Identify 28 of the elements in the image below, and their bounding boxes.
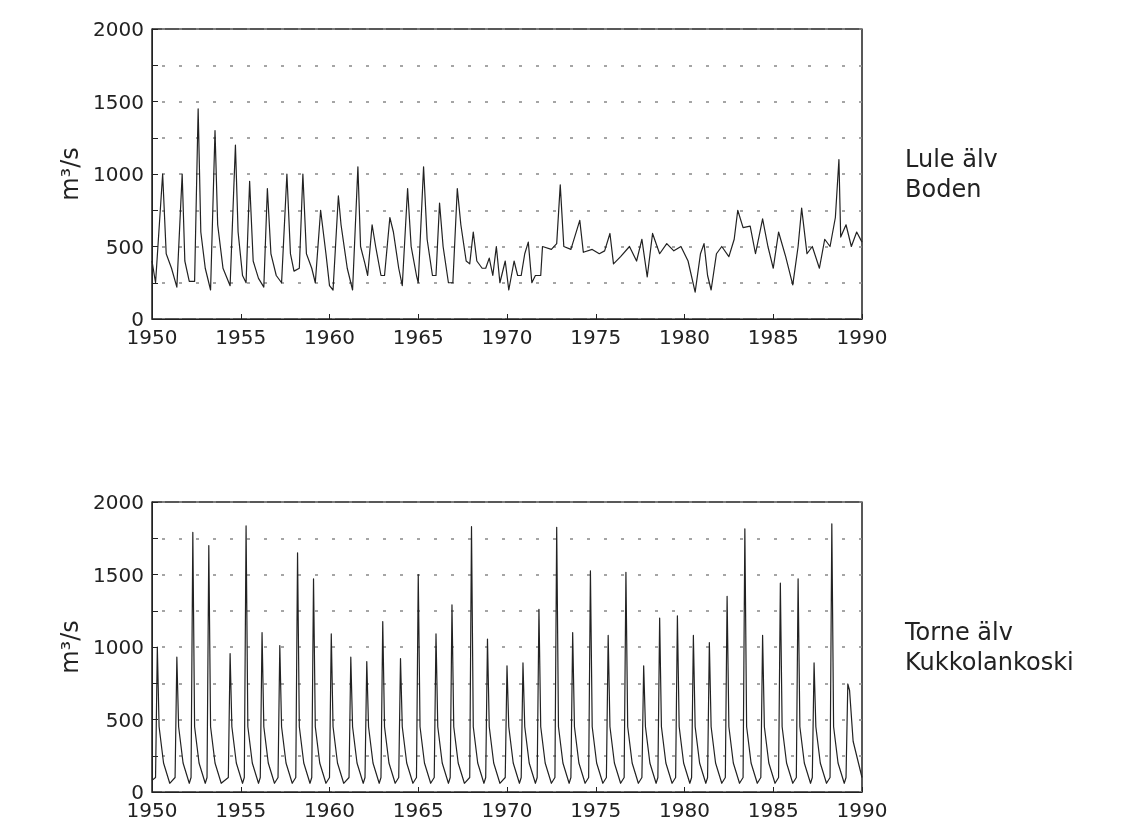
text: Torne älv Kukkolankoski	[904, 618, 1074, 676]
y-tick-label: 500	[105, 707, 144, 732]
y-tick-label: 1500	[93, 562, 144, 587]
x-tick-label: 1960	[304, 798, 355, 822]
x-tick-label: 1955	[215, 325, 267, 349]
x-tick-label: 1990	[836, 325, 888, 349]
x-tick-label: 1965	[392, 798, 444, 822]
y-tick-label: 2000	[93, 17, 144, 41]
text: Lule älv Boden	[905, 145, 998, 203]
x-tick-label: 1970	[481, 798, 533, 822]
y-tick-label: 1000	[93, 635, 144, 659]
x-tick-label: 1975	[570, 798, 622, 822]
x-tick-label: 1990	[836, 798, 888, 822]
x-tick-label: 1985	[747, 325, 799, 349]
y-tick-label: 500	[105, 234, 144, 259]
y-tick-label: 1500	[93, 89, 144, 114]
y-axis-title: m³/s	[56, 620, 85, 674]
y-tick-label: 1000	[93, 162, 144, 186]
x-tick-label: 1980	[659, 325, 710, 349]
y-axis-title: m³/s	[56, 147, 85, 201]
x-tick-label: 1980	[659, 798, 710, 822]
x-tick-label: 1960	[304, 325, 355, 349]
y-tick-label: 2000	[93, 490, 144, 514]
x-tick-label: 1985	[747, 798, 799, 822]
x-tick-label: 1970	[481, 325, 533, 349]
x-tick-label: 1965	[392, 325, 444, 349]
x-tick-label: 1975	[570, 325, 622, 349]
x-tick-label: 1955	[215, 798, 267, 822]
